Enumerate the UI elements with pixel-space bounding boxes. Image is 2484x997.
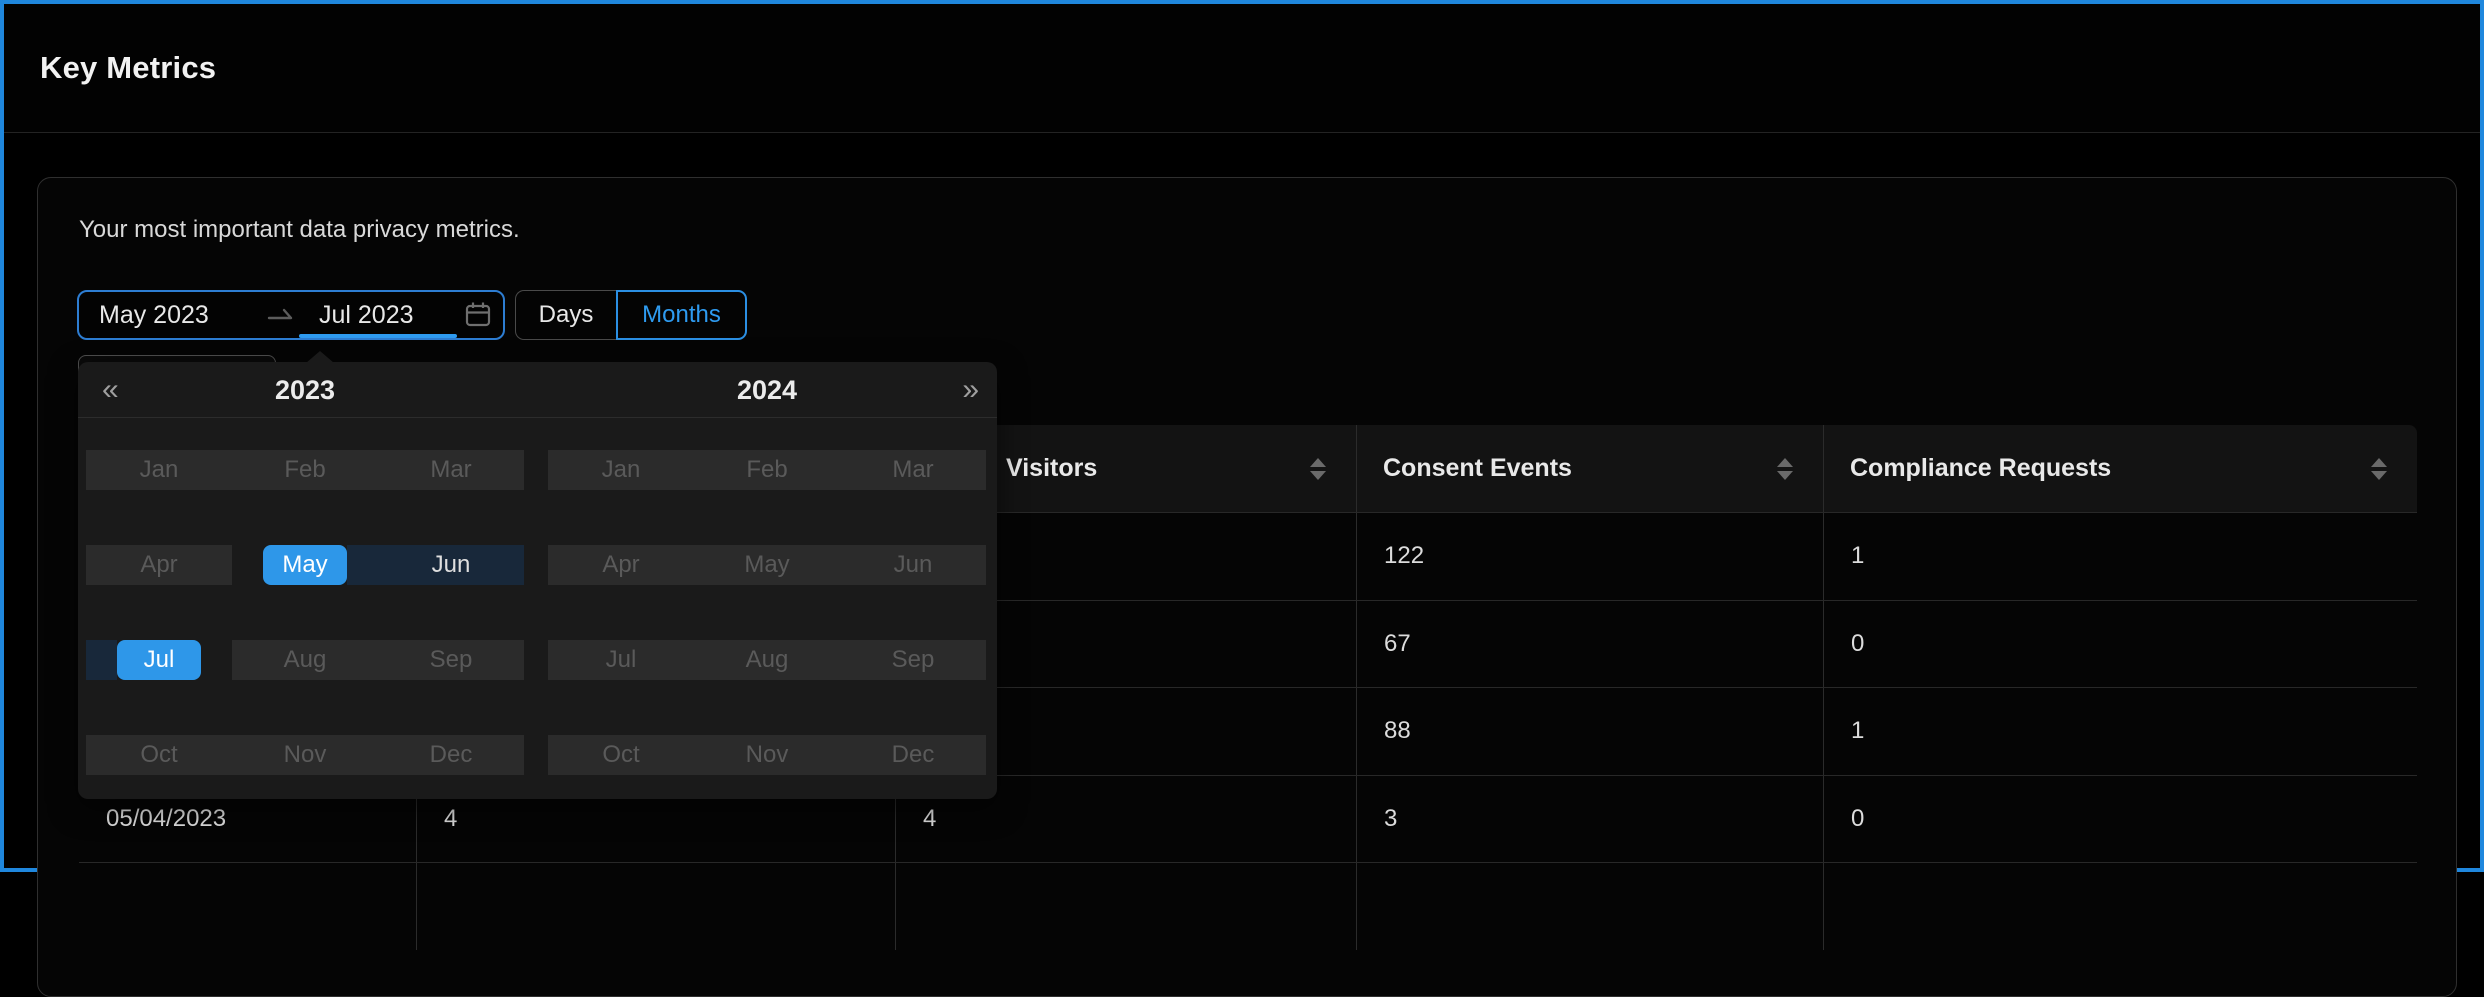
month-picker-popover: « 2023 2024 » Jan Feb Mar Apr May Jun Ju… bbox=[78, 362, 997, 799]
month-cell-sep[interactable]: Sep bbox=[840, 640, 986, 680]
month-cell-jul-selected[interactable]: Jul bbox=[86, 640, 232, 680]
cell-compliance-requests bbox=[1823, 863, 2417, 950]
month-cell-jun[interactable]: Jun bbox=[840, 545, 986, 585]
cell-consent-events: 3 bbox=[1356, 775, 1823, 862]
cell-metric: 4 bbox=[416, 775, 895, 862]
month-cell-jan[interactable]: Jan bbox=[548, 450, 694, 490]
cell-consent-events: 67 bbox=[1356, 600, 1823, 687]
top-bar: Key Metrics bbox=[4, 4, 2480, 133]
sort-icon[interactable] bbox=[1310, 457, 1326, 480]
sort-icon[interactable] bbox=[2371, 457, 2387, 480]
popover-arrow bbox=[306, 351, 334, 363]
month-cell-oct[interactable]: Oct bbox=[86, 735, 232, 775]
month-cell-aug[interactable]: Aug bbox=[232, 640, 378, 680]
calendar-icon[interactable] bbox=[453, 300, 503, 330]
range-start-input[interactable]: May 2023 bbox=[99, 300, 209, 329]
table-row: 05/04/2023 4 4 3 0 bbox=[79, 774, 2417, 862]
toggle-days-button[interactable]: Days bbox=[515, 290, 616, 340]
cell-visitors: 4 bbox=[895, 775, 1356, 862]
page-title: Key Metrics bbox=[40, 50, 217, 85]
cell-metric bbox=[416, 863, 895, 950]
table-row bbox=[79, 862, 2417, 950]
month-cell-jul[interactable]: Jul bbox=[548, 640, 694, 680]
cell-consent-events: 122 bbox=[1356, 513, 1823, 600]
active-input-indicator bbox=[299, 334, 457, 338]
date-range-picker[interactable]: May 2023 Jul 2023 bbox=[77, 290, 505, 340]
month-cell-apr[interactable]: Apr bbox=[548, 545, 694, 585]
table-header-compliance-requests[interactable]: Compliance Requests bbox=[1823, 425, 2417, 512]
popover-header: « 2023 2024 » bbox=[78, 362, 997, 418]
double-left-icon[interactable]: « bbox=[102, 373, 119, 406]
cell-date bbox=[79, 863, 416, 950]
table-header-consent-events[interactable]: Consent Events bbox=[1356, 425, 1823, 512]
cell-compliance-requests: 1 bbox=[1823, 688, 2417, 775]
cell-consent-events bbox=[1356, 863, 1823, 950]
month-cell-jun[interactable]: Jun bbox=[378, 545, 524, 585]
range-end-input[interactable]: Jul 2023 bbox=[319, 300, 414, 329]
month-grid-2024: Jan Feb Mar Apr May Jun Jul Aug Sep Oct … bbox=[548, 450, 986, 830]
double-right-icon[interactable]: » bbox=[962, 373, 979, 406]
year-label-2023: 2023 bbox=[274, 374, 336, 405]
toggle-months-button[interactable]: Months bbox=[616, 290, 747, 340]
table-header-visitors[interactable]: Visitors bbox=[895, 425, 1356, 512]
month-cell-sep[interactable]: Sep bbox=[378, 640, 524, 680]
month-cell-nov[interactable]: Nov bbox=[694, 735, 840, 775]
month-cell-feb[interactable]: Feb bbox=[694, 450, 840, 490]
cell-compliance-requests: 1 bbox=[1823, 513, 2417, 600]
table-row: 88 1 bbox=[79, 687, 2417, 775]
cell-compliance-requests: 0 bbox=[1823, 600, 2417, 687]
month-cell-apr[interactable]: Apr bbox=[86, 545, 232, 585]
month-cell-dec[interactable]: Dec bbox=[840, 735, 986, 775]
cell-consent-events: 88 bbox=[1356, 688, 1823, 775]
month-cell-may-selected[interactable]: May bbox=[232, 545, 378, 585]
month-cell-may[interactable]: May bbox=[694, 545, 840, 585]
table-row: 122 1 bbox=[79, 512, 2417, 600]
cell-compliance-requests: 0 bbox=[1823, 775, 2417, 862]
month-cell-jan[interactable]: Jan bbox=[86, 450, 232, 490]
cell-date: 05/04/2023 bbox=[106, 804, 227, 832]
card-description: Your most important data privacy metrics… bbox=[79, 216, 520, 243]
granularity-toggle: Days Months bbox=[515, 290, 747, 340]
year-label-2024: 2024 bbox=[736, 374, 798, 405]
month-cell-oct[interactable]: Oct bbox=[548, 735, 694, 775]
month-cell-feb[interactable]: Feb bbox=[232, 450, 378, 490]
cell-visitors bbox=[895, 863, 1356, 950]
month-cell-mar[interactable]: Mar bbox=[840, 450, 986, 490]
swap-right-arrow-icon bbox=[251, 304, 311, 326]
month-grid-2023: Jan Feb Mar Apr May Jun Jul Aug Sep Oct … bbox=[86, 450, 524, 830]
sort-icon[interactable] bbox=[1777, 457, 1793, 480]
month-cell-dec[interactable]: Dec bbox=[378, 735, 524, 775]
month-cell-nov[interactable]: Nov bbox=[232, 735, 378, 775]
month-cell-aug[interactable]: Aug bbox=[694, 640, 840, 680]
month-cell-mar[interactable]: Mar bbox=[378, 450, 524, 490]
